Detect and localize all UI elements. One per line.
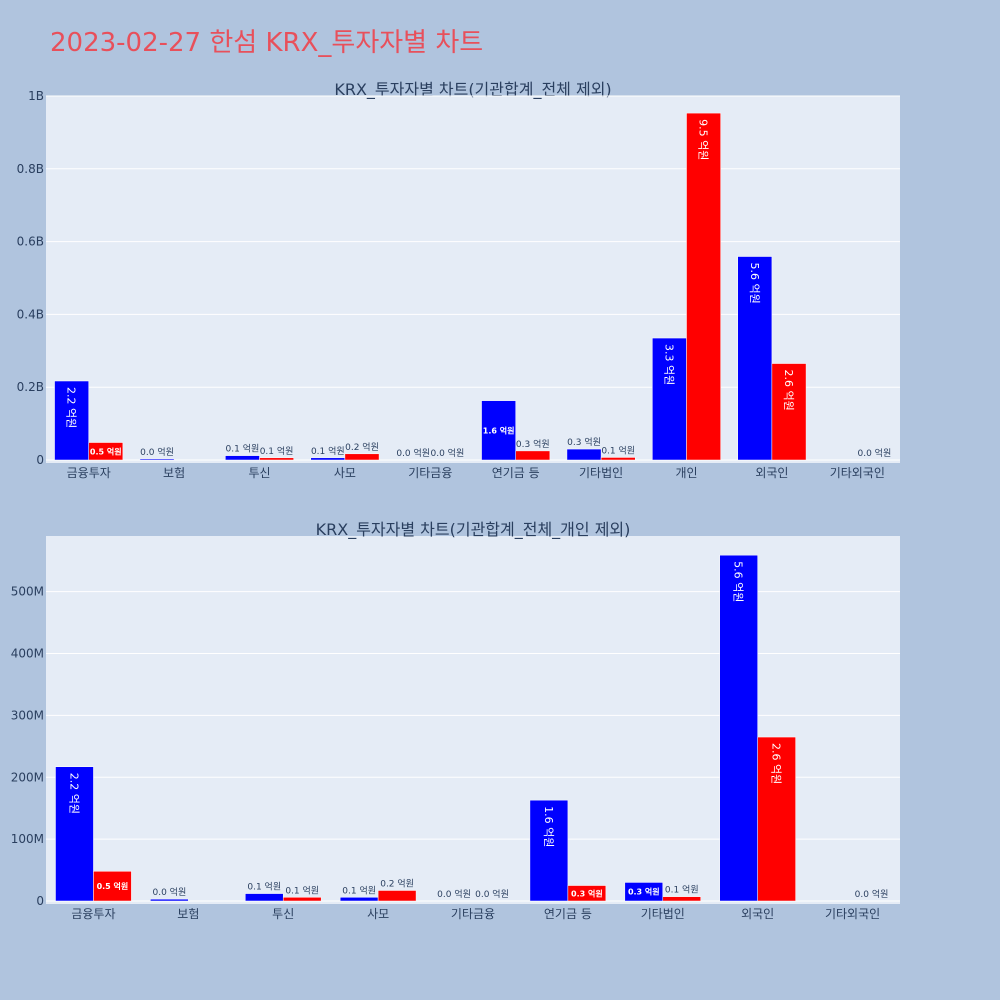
bar [150, 898, 189, 902]
x-tick-label: 기타법인 [579, 466, 623, 480]
data-label: 2.6 억원 [770, 743, 783, 784]
y-tick-label: 500M [11, 585, 44, 599]
y-tick-label: 0.4B [17, 307, 44, 321]
y-tick-label: 200M [11, 770, 44, 784]
data-label: 0.2 억원 [380, 877, 414, 889]
x-tick-label: 투신 [248, 466, 270, 480]
data-label: 3.3 억원 [662, 344, 675, 385]
y-tick-label: 0.8B [17, 162, 44, 176]
data-label: 0.1 억원 [285, 884, 319, 896]
y-tick-label: 1B [28, 89, 44, 103]
chart-title: KRX_투자자별 차트(기관합계_전체_개인 제외) [316, 520, 631, 540]
bar [515, 450, 551, 461]
bar [344, 453, 380, 461]
data-label: 1.6 억원 [483, 425, 515, 435]
bar [282, 897, 322, 902]
bar [624, 882, 664, 902]
bar [686, 112, 721, 461]
data-label: 0.3 억원 [567, 436, 601, 448]
bar [481, 400, 516, 461]
bar [88, 442, 124, 461]
bar [737, 256, 773, 461]
bar [600, 457, 636, 461]
bar [529, 799, 569, 902]
x-tick-label: 사모 [367, 907, 389, 921]
chart-bottom: KRX_투자자별 차트(기관합계_전체_개인 제외) 0 100M 200M 300M 4… [11, 520, 900, 921]
data-label: 0.0 억원 [431, 447, 465, 459]
x-tick-label: 금융투자 [67, 466, 111, 480]
data-label: 0.5 억원 [90, 446, 122, 456]
bar [139, 458, 175, 461]
data-label: 9.5 억원 [697, 119, 710, 160]
x-tick-label: 연기금 등 [544, 907, 592, 921]
data-label: 0.1 억원 [311, 445, 345, 457]
page-title: 2023-02-27 한섬 KRX_투자자별 차트 [50, 28, 484, 58]
bar [55, 766, 94, 902]
data-label: 1.6 억원 [542, 806, 555, 847]
data-label: 0.0 억원 [475, 888, 509, 900]
data-label: 5.6 억원 [732, 561, 745, 602]
bar [771, 363, 807, 461]
data-label: 0.1 억원 [226, 443, 260, 455]
x-tick-label: 금융투자 [71, 907, 115, 921]
y-tick-label: 0.6B [17, 235, 44, 249]
data-label: 0.0 억원 [140, 446, 174, 458]
data-label: 2.2 억원 [67, 773, 80, 814]
bar [54, 380, 89, 461]
data-label: 0.0 억원 [855, 888, 889, 900]
x-tick-label: 투신 [272, 907, 294, 921]
x-tick-label: 사모 [334, 466, 356, 480]
y-tick-label: 100M [11, 832, 44, 846]
x-tick-label: 기타외국인 [830, 466, 885, 480]
y-tick-label: 0.2B [17, 380, 44, 394]
data-label: 0.3 억원 [571, 888, 603, 898]
data-label: 0.1 억원 [260, 445, 294, 457]
data-label: 2.2 억원 [65, 387, 78, 428]
bar [652, 337, 687, 461]
x-tick-label: 개인 [675, 466, 697, 480]
data-label: 0.1 억원 [601, 444, 635, 456]
x-tick-label: 기타금융 [451, 907, 495, 921]
x-tick-label: 기타외국인 [825, 907, 880, 921]
y-tick-label: 400M [11, 647, 44, 661]
x-tick-label: 외국인 [741, 907, 774, 921]
data-label: 0.0 억원 [437, 888, 471, 900]
bar [339, 897, 379, 902]
data-label: 0.1 억원 [247, 881, 281, 893]
data-label: 5.6 억원 [748, 263, 761, 304]
y-tick-label: 0 [36, 453, 44, 467]
data-label: 0.1 억원 [665, 884, 699, 896]
bar [566, 448, 602, 461]
bar [719, 554, 758, 902]
data-label: 0.0 억원 [858, 447, 892, 459]
y-tick-label: 0 [36, 894, 44, 908]
data-label: 0.3 억원 [516, 438, 550, 450]
x-tick-label: 보험 [177, 907, 199, 921]
bar [377, 890, 417, 902]
chart-title: KRX_투자자별 차트(기관합계_전체 제외) [334, 80, 611, 100]
bar [245, 893, 284, 902]
x-tick-label: 기타법인 [641, 907, 685, 921]
data-label: 0.1 억원 [342, 884, 376, 896]
x-tick-label: 연기금 등 [492, 466, 540, 480]
x-tick-label: 보험 [163, 466, 185, 480]
bar [662, 896, 701, 902]
data-label: 0.2 억원 [345, 441, 379, 453]
data-label: 0.0 억원 [396, 447, 430, 459]
bar [567, 885, 607, 902]
x-tick-label: 외국인 [755, 466, 788, 480]
data-label: 0.0 억원 [152, 886, 186, 898]
bar [310, 457, 346, 461]
data-label: 0.5 억원 [97, 881, 129, 891]
y-tick-label: 300M [11, 708, 44, 722]
bar [757, 736, 796, 902]
data-label: 0.3 억원 [628, 887, 660, 897]
data-label: 2.6 억원 [782, 370, 795, 411]
bar [259, 457, 294, 461]
x-tick-label: 기타금융 [408, 466, 452, 480]
bar [93, 871, 132, 902]
bar [225, 455, 260, 461]
chart-top: KRX_투자자별 차트(기관합계_전체 제외) 0 0.2B 0.4B 0.6B 0.8B… [17, 80, 900, 480]
